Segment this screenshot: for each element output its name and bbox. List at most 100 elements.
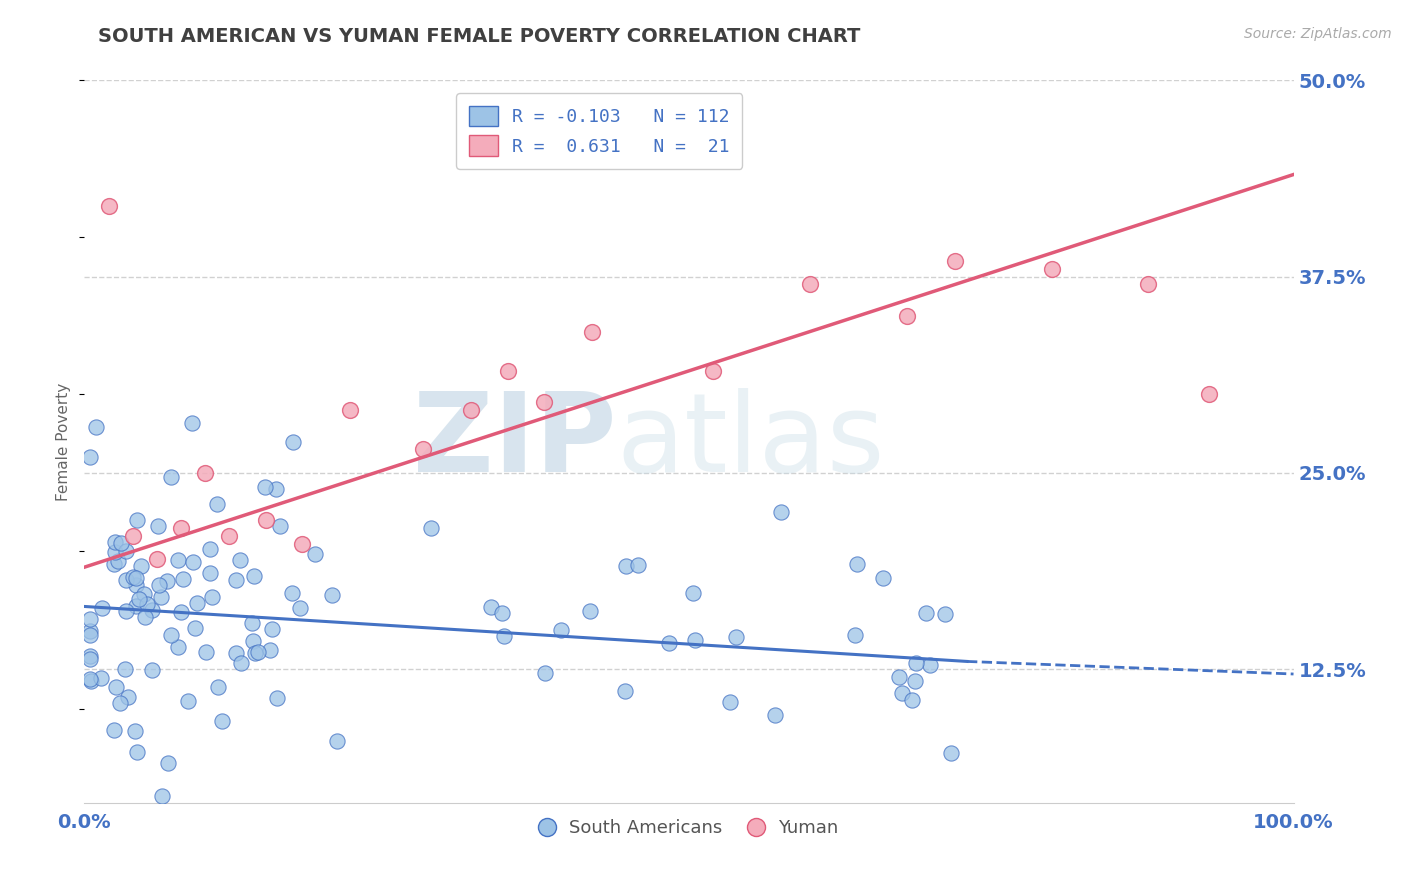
Point [550, 624, 572, 638]
Point [901, 693, 924, 707]
Point [79, 450, 101, 464]
Point [125, 513, 148, 527]
Point [943, 253, 966, 268]
Point [97, 199, 120, 213]
Text: ZIP: ZIP [413, 388, 616, 495]
Point [280, 586, 302, 600]
Point [170, 605, 193, 619]
Point [122, 569, 145, 583]
Point [115, 573, 138, 587]
Point [121, 529, 143, 543]
Point [225, 574, 247, 588]
Point [90, 601, 112, 615]
Point [627, 558, 650, 572]
Point [79, 612, 101, 626]
Point [181, 555, 204, 569]
Y-axis label: Female Poverty: Female Poverty [56, 383, 72, 500]
Point [134, 587, 156, 601]
Point [321, 588, 343, 602]
Point [107, 554, 129, 568]
Point [159, 628, 181, 642]
Point [769, 505, 792, 519]
Point [725, 630, 748, 644]
Point [156, 756, 179, 770]
Point [104, 535, 127, 549]
Point [682, 585, 704, 599]
Point [799, 277, 821, 292]
Point [939, 746, 962, 760]
Point [90, 671, 112, 685]
Point [148, 578, 170, 592]
Point [218, 529, 240, 543]
Point [253, 480, 276, 494]
Point [79, 628, 101, 642]
Point [184, 621, 207, 635]
Point [1198, 387, 1220, 401]
Point [491, 606, 513, 620]
Point [134, 610, 156, 624]
Point [269, 518, 291, 533]
Point [79, 672, 101, 686]
Point [125, 599, 148, 613]
Point [339, 403, 361, 417]
Point [420, 521, 443, 535]
Point [264, 483, 287, 497]
Point [763, 708, 786, 723]
Point [245, 646, 267, 660]
Point [211, 714, 233, 728]
Point [135, 598, 157, 612]
Point [167, 640, 190, 654]
Point [125, 571, 148, 585]
Point [231, 657, 253, 671]
Point [533, 395, 555, 409]
Point [108, 696, 131, 710]
Point [918, 658, 941, 673]
Point [304, 547, 326, 561]
Point [887, 670, 910, 684]
Point [579, 604, 602, 618]
Legend: South Americans, Yuman: South Americans, Yuman [533, 812, 845, 845]
Point [581, 325, 603, 339]
Point [177, 694, 200, 708]
Point [149, 590, 172, 604]
Point [195, 645, 218, 659]
Point [247, 645, 270, 659]
Point [79, 652, 101, 666]
Point [117, 690, 139, 704]
Point [460, 403, 482, 417]
Point [125, 578, 148, 592]
Point [479, 600, 502, 615]
Point [896, 309, 918, 323]
Point [259, 643, 281, 657]
Point [141, 663, 163, 677]
Point [80, 673, 103, 688]
Point [141, 603, 163, 617]
Point [613, 684, 636, 698]
Point [683, 633, 706, 648]
Point [934, 607, 956, 622]
Point [146, 552, 169, 566]
Point [167, 553, 190, 567]
Point [844, 628, 866, 642]
Point [114, 662, 136, 676]
Point [718, 695, 741, 709]
Point [291, 536, 314, 550]
Point [181, 417, 204, 431]
Point [150, 789, 173, 803]
Point [125, 745, 148, 759]
Point [207, 680, 229, 694]
Point [262, 622, 284, 636]
Point [79, 649, 101, 664]
Point [84, 420, 107, 434]
Point [1040, 261, 1063, 276]
Point [128, 592, 150, 607]
Point [198, 541, 221, 556]
Point [207, 497, 229, 511]
Point [110, 536, 132, 550]
Point [702, 364, 724, 378]
Point [240, 615, 263, 630]
Point [533, 666, 555, 681]
Point [201, 590, 224, 604]
Point [129, 558, 152, 573]
Point [103, 723, 125, 737]
